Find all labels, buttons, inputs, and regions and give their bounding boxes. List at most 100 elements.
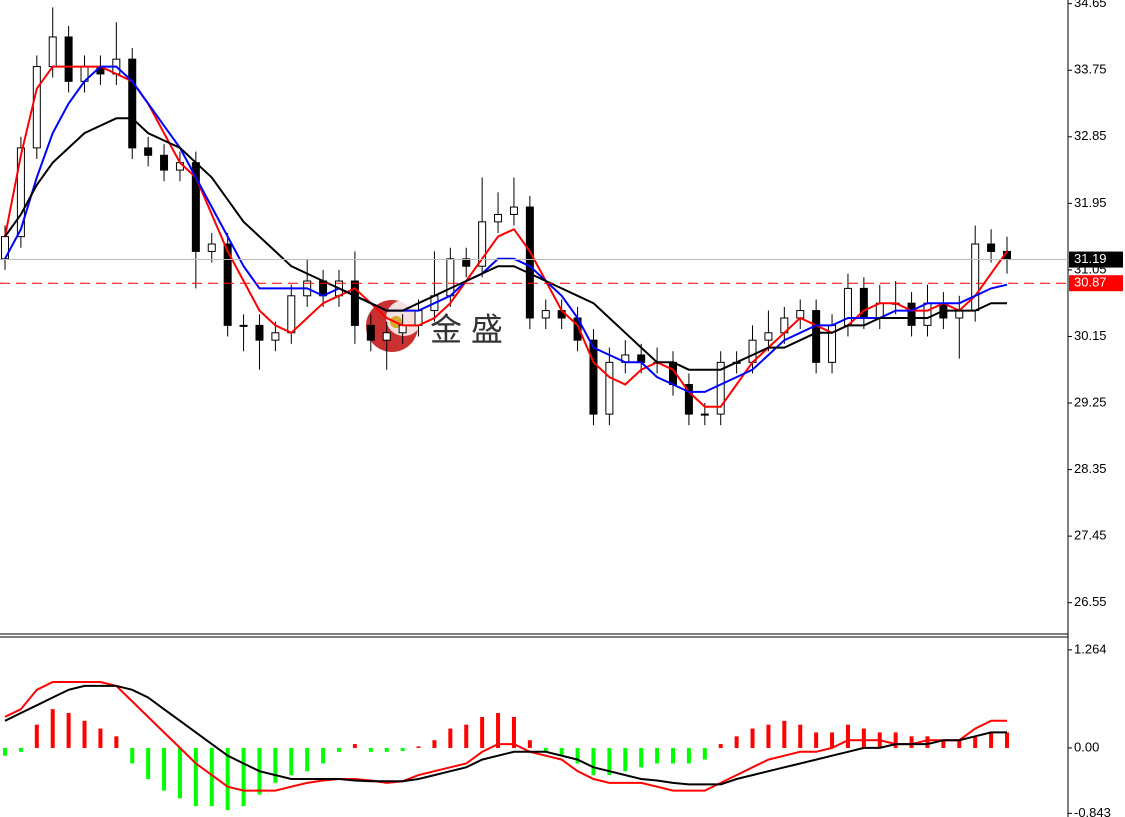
histogram-bar xyxy=(50,709,55,748)
histogram-bar xyxy=(416,746,421,748)
current-price-box xyxy=(1069,251,1123,268)
y-tick-label: -0.843 xyxy=(1074,805,1111,817)
candle-body xyxy=(207,243,216,252)
histogram-bar xyxy=(782,720,787,748)
histogram-bar xyxy=(671,747,675,764)
y-tick-label: 29.25 xyxy=(1074,394,1107,409)
histogram-bar xyxy=(3,747,7,756)
histogram-bar xyxy=(511,716,516,748)
y-tick-label: 32.85 xyxy=(1074,128,1107,143)
histogram-bar xyxy=(321,747,326,764)
ma-line xyxy=(4,681,1007,792)
histogram-bar xyxy=(305,747,310,772)
histogram-bar xyxy=(957,740,962,748)
histogram-bar xyxy=(496,713,501,748)
candle-body xyxy=(541,310,550,319)
candle-body xyxy=(160,154,169,171)
ma-line xyxy=(4,684,1007,786)
level-label: 30.87 xyxy=(1074,275,1107,290)
candle-body xyxy=(64,36,73,82)
candle-body xyxy=(700,413,709,416)
histogram-bar xyxy=(177,747,182,799)
candle-body xyxy=(796,310,805,319)
histogram-bar xyxy=(623,747,628,772)
y-tick-label: 26.55 xyxy=(1074,594,1107,609)
y-tick-label: 33.75 xyxy=(1074,62,1107,77)
histogram-bar xyxy=(686,747,691,764)
candle-body xyxy=(48,36,57,68)
histogram-bar xyxy=(368,747,373,752)
histogram-bar xyxy=(798,724,803,748)
histogram-bar xyxy=(893,732,898,748)
histogram-bar xyxy=(448,728,453,748)
candle-body xyxy=(589,339,598,415)
candle-body xyxy=(525,206,534,319)
histogram-bar xyxy=(193,747,198,807)
histogram-bar xyxy=(18,747,23,752)
candle-body xyxy=(478,221,487,267)
histogram-bar xyxy=(845,724,850,748)
histogram-bar xyxy=(384,747,389,752)
histogram-bar xyxy=(527,740,532,748)
histogram-bar xyxy=(973,736,978,748)
histogram-bar xyxy=(273,747,278,783)
candle-body xyxy=(366,324,375,341)
histogram-bar xyxy=(225,747,230,811)
histogram-bar xyxy=(289,747,294,776)
candle-body xyxy=(382,332,391,341)
histogram-bar xyxy=(830,732,835,748)
candle-body xyxy=(923,302,932,326)
candle-body xyxy=(971,243,980,312)
candle-body xyxy=(1,236,9,260)
histogram-bar xyxy=(750,728,755,748)
histogram-bar xyxy=(591,747,596,776)
histogram-bar xyxy=(639,747,644,768)
candle-body xyxy=(509,206,518,215)
histogram-bar xyxy=(352,744,357,748)
candle-body xyxy=(255,324,264,341)
candle-body xyxy=(398,324,407,334)
histogram-bar xyxy=(464,724,469,748)
histogram-bar xyxy=(98,728,103,748)
y-tick-label: 1.264 xyxy=(1074,641,1107,656)
histogram-bar xyxy=(337,747,341,752)
candle-body xyxy=(764,332,773,341)
ma-line xyxy=(4,117,1007,371)
histogram-bar xyxy=(130,747,135,764)
current-price-label: 31.19 xyxy=(1074,251,1107,266)
histogram-bar xyxy=(34,724,39,748)
y-tick-label: 30.15 xyxy=(1074,328,1107,343)
candle-body xyxy=(271,332,280,341)
candle-body xyxy=(239,324,248,327)
y-tick-label: 27.45 xyxy=(1074,528,1107,543)
candle-body xyxy=(605,361,614,415)
histogram-bar xyxy=(766,724,771,748)
histogram-bar xyxy=(814,732,819,748)
candle-body xyxy=(637,354,646,363)
histogram-bar xyxy=(146,747,151,779)
histogram-bar xyxy=(162,747,167,791)
candle-body xyxy=(32,66,41,149)
histogram-bar xyxy=(861,728,866,748)
candle-body xyxy=(223,243,232,326)
histogram-bar xyxy=(82,720,87,748)
histogram-bar xyxy=(941,740,946,748)
logo xyxy=(366,300,422,352)
candle-body xyxy=(462,258,471,267)
histogram-bar xyxy=(702,747,707,760)
candle-body xyxy=(144,147,153,156)
watermark: 金 盛 xyxy=(430,311,503,347)
candle-body xyxy=(287,295,296,334)
histogram-bar xyxy=(607,747,612,776)
histogram-bar xyxy=(655,747,660,764)
histogram-bar xyxy=(400,747,405,752)
level-box xyxy=(1069,275,1123,292)
histogram-bar xyxy=(559,747,564,756)
histogram-bar xyxy=(241,747,246,807)
y-tick-label: 28.35 xyxy=(1074,461,1107,476)
histogram-bar xyxy=(925,736,930,748)
histogram-bar xyxy=(543,747,548,752)
